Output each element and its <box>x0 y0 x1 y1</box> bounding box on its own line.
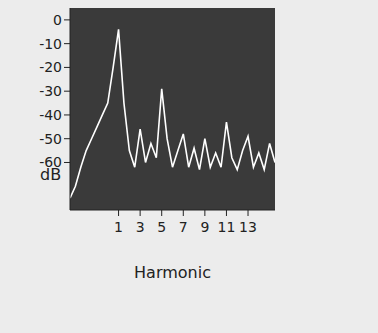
svg-text:dB: dB <box>40 165 61 184</box>
svg-text:11: 11 <box>218 219 236 235</box>
svg-text:-50: -50 <box>39 131 62 147</box>
svg-text:1: 1 <box>114 219 123 235</box>
svg-text:-60: -60 <box>39 154 62 171</box>
svg-text:7: 7 <box>179 219 188 235</box>
svg-text:13: 13 <box>239 219 257 235</box>
svg-text:-20: -20 <box>39 59 62 75</box>
svg-text:9: 9 <box>200 219 209 235</box>
svg-text:5: 5 <box>157 219 166 235</box>
svg-text:-40: -40 <box>39 107 62 123</box>
svg-text:-30: -30 <box>39 83 62 99</box>
svg-text:Harmonic: Harmonic <box>134 263 211 282</box>
svg-text:-10: -10 <box>39 36 62 52</box>
svg-text:0: 0 <box>53 12 62 28</box>
svg-text:3: 3 <box>136 219 145 235</box>
